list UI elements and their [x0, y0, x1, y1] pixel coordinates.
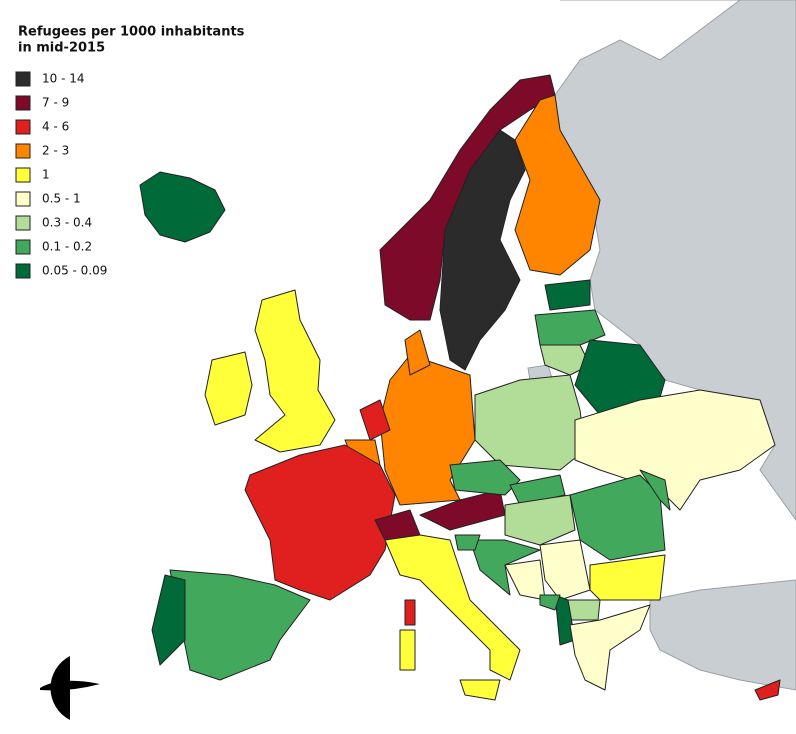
- austria: [419, 489, 506, 531]
- spain: [169, 569, 311, 681]
- title-line: in mid-2015: [18, 41, 105, 56]
- norway: [379, 74, 556, 321]
- estonia: [544, 279, 591, 311]
- greece: [569, 604, 651, 691]
- denmark: [404, 329, 431, 376]
- legend-swatch: [15, 71, 31, 87]
- ireland: [204, 351, 253, 426]
- legend: 10 - 14 7 - 9 4 - 6 2 - 3 1 0.5 - 1 0.3 - 0.4 0…: [15, 71, 107, 279]
- bulgaria: [589, 554, 666, 601]
- hungary: [504, 494, 576, 546]
- sardinia: [399, 629, 416, 671]
- slovenia: [454, 534, 481, 551]
- sweden: [439, 129, 526, 371]
- moldova: [639, 469, 671, 511]
- montenegro: [539, 594, 561, 611]
- finland: [514, 94, 601, 276]
- legend-swatch: [15, 95, 31, 111]
- legend-swatch: [15, 167, 31, 183]
- cyprus: [754, 679, 781, 701]
- legend-label: 10 - 14: [42, 72, 85, 86]
- legend-swatch: [15, 239, 31, 255]
- legend-label: 7 - 9: [42, 96, 69, 110]
- portugal: [151, 574, 186, 666]
- legend-label: 2 - 3: [42, 144, 69, 158]
- iceland: [139, 171, 226, 243]
- france: [244, 444, 396, 601]
- legend-swatch: [15, 143, 31, 159]
- legend-swatch: [15, 215, 31, 231]
- legend-label: 0.3 - 0.4: [42, 216, 92, 230]
- italy: [384, 534, 521, 681]
- logo: [40, 656, 100, 720]
- serbia: [539, 539, 591, 601]
- legend-swatch: [15, 119, 31, 135]
- title-line: Refugees per 1000 inhabitants: [18, 25, 245, 40]
- corsica: [404, 599, 416, 626]
- netherlands: [359, 399, 391, 441]
- poland: [474, 374, 586, 471]
- legend-swatch: [15, 263, 31, 279]
- sicily: [459, 679, 501, 701]
- turkey: [649, 579, 796, 691]
- ukraine: [574, 389, 776, 511]
- croatia: [469, 539, 541, 596]
- legend-label: 0.5 - 1: [42, 192, 81, 206]
- legend-swatch: [15, 191, 31, 207]
- legend-label: 1: [42, 168, 50, 182]
- legend-label: 4 - 6: [42, 120, 69, 134]
- united-kingdom: [254, 289, 336, 453]
- legend-label: 0.1 - 0.2: [42, 240, 92, 254]
- legend-label: 0.05 - 0.09: [42, 264, 107, 278]
